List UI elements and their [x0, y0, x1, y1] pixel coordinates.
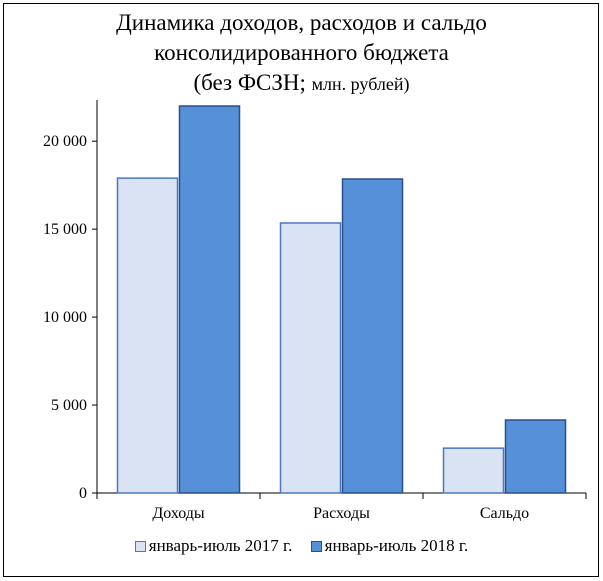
chart-subtitle: (без ФСЗН; млн. рублей)	[0, 68, 603, 99]
y-tick-label: 0	[79, 485, 87, 502]
y-tick-label: 20 000	[43, 133, 87, 150]
x-tick-label: Сальдо	[480, 505, 529, 522]
chart-title-line-2: консолидированного бюджета	[154, 40, 449, 65]
bar-2017-income	[116, 177, 179, 494]
legend-swatch-2018	[310, 541, 322, 552]
y-tick-label: 10 000	[43, 309, 87, 326]
y-tick-label: 15 000	[43, 221, 87, 238]
bar-2017-expenses	[279, 222, 342, 494]
legend: январь-июль 2017 г. январь-июль 2018 г.	[0, 536, 603, 556]
legend-label-2018: январь-июль 2018 г.	[324, 536, 469, 555]
bar-2017-balance	[442, 447, 505, 494]
bar-2018-balance	[504, 419, 567, 494]
legend-item-2017: январь-июль 2017 г.	[134, 536, 293, 556]
legend-item-2018: январь-июль 2018 г.	[310, 536, 469, 556]
bar-2018-income	[178, 105, 241, 494]
chart-title: Динамика доходов, расходов и сальдо конс…	[0, 8, 603, 99]
chart-title-line-1: Динамика доходов, расходов и сальдо	[116, 10, 487, 35]
legend-label-2017: январь-июль 2017 г.	[148, 536, 293, 555]
x-tick-label: Доходы	[152, 505, 205, 522]
chart-subtitle-unit: млн. рублей)	[311, 74, 410, 94]
chart-subtitle-prefix: (без ФСЗН;	[193, 70, 312, 95]
y-tick-label: 5 000	[51, 397, 87, 414]
bar-2018-expenses	[341, 178, 404, 494]
legend-swatch-2017	[134, 541, 146, 552]
x-tick-label: Расходы	[313, 505, 370, 522]
